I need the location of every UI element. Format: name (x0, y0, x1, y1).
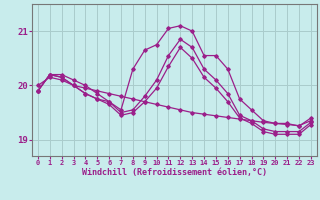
X-axis label: Windchill (Refroidissement éolien,°C): Windchill (Refroidissement éolien,°C) (82, 168, 267, 177)
